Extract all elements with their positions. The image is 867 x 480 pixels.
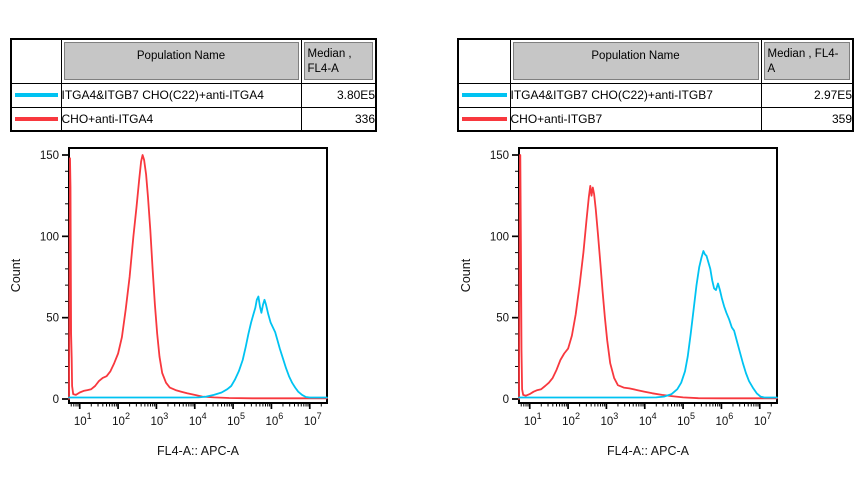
median-header-label: Median , FL4-A [763,42,850,81]
median-value-cell: 336 [300,106,377,132]
column-header-population-name: Population Name [509,38,762,84]
x-axis-title: FL4-A:: APC-A [157,444,240,458]
y-tick-label: 150 [40,150,59,162]
table-row: ITGA4&ITGB7 CHO(C22)+anti-ITGB7 2.97E5 [457,82,854,108]
population-name-cell: CHO+anti-ITGB7 [509,106,762,132]
x-tick-label: 104 [639,411,657,428]
x-tick-label: 103 [150,411,168,428]
x-tick-label: 106 [716,411,734,428]
median-value-cell: 2.97E5 [760,82,854,108]
y-tick-label: 0 [53,394,59,406]
swatch-cell [10,106,62,132]
swatch-cell [457,106,511,132]
y-tick-label: 100 [490,231,509,243]
population-name-cell: ITGA4&ITGB7 CHO(C22)+anti-ITGA4 [60,82,302,108]
x-axis-title: FL4-A:: APC-A [607,444,690,458]
x-tick-label: 103 [600,411,618,428]
x-tick-label: 102 [562,411,580,428]
y-tick-label: 50 [496,313,509,325]
axes: 0 50 100 150 101 102 103 104 105 106 107 [490,150,772,428]
x-tick-label: 101 [74,411,92,428]
y-axis-title: Count [459,258,473,292]
x-tick-label: 107 [304,411,322,428]
population-color-swatch [462,93,507,97]
y-tick-label: 100 [40,231,59,243]
population-color-swatch [15,116,58,121]
y-axis-title: Count [9,258,23,292]
x-tick-label: 104 [189,411,207,428]
median-value-cell: 359 [760,106,854,132]
x-tick-label: 101 [524,411,542,428]
table-row: ITGA4&ITGB7 CHO(C22)+anti-ITGA4 3.80E5 [10,82,377,108]
population-name-header-label: Population Name [63,42,299,81]
column-header-median: Median , FL4-A [300,38,377,84]
population-name-cell: CHO+anti-ITGA4 [60,106,302,132]
curve-red-control [518,154,778,400]
population-color-swatch [15,93,58,97]
curve-cyan-positive [518,250,778,399]
median-header-label: Median , FL4-A [303,42,373,81]
x-tick-label: 107 [754,411,772,428]
population-name-header-label: Population Name [512,42,759,81]
legend-header-row: Population Name Median , FL4-A [457,38,854,84]
x-tick-label: 105 [677,411,695,428]
legend-table-anti-itga4: Population Name Median , FL4-A ITGA4&ITG… [10,38,377,132]
table-row: CHO+anti-ITGA4 336 [10,106,377,132]
x-tick-label: 102 [112,411,130,428]
x-tick-label: 105 [227,411,245,428]
legend-corner-cell [457,38,511,84]
legend-corner-cell [10,38,62,84]
column-header-median: Median , FL4-A [760,38,854,84]
column-header-population-name: Population Name [60,38,302,84]
swatch-cell [457,82,511,108]
curve-cyan-positive [68,295,328,399]
curve-red-control [68,154,328,400]
axes: 0 50 100 150 101 102 103 104 105 106 107 [40,150,322,428]
legend-table-anti-itgb7: Population Name Median , FL4-A ITGA4&ITG… [457,38,854,132]
table-row: CHO+anti-ITGB7 359 [457,106,854,132]
y-tick-label: 0 [503,394,509,406]
plot-frame [68,147,328,404]
y-tick-label: 150 [490,150,509,162]
y-tick-label: 50 [46,313,59,325]
swatch-cell [10,82,62,108]
population-name-cell: ITGA4&ITGB7 CHO(C22)+anti-ITGB7 [509,82,762,108]
median-value-cell: 3.80E5 [300,82,377,108]
x-tick-label: 106 [266,411,284,428]
legend-header-row: Population Name Median , FL4-A [10,38,377,84]
population-color-swatch [462,116,507,121]
